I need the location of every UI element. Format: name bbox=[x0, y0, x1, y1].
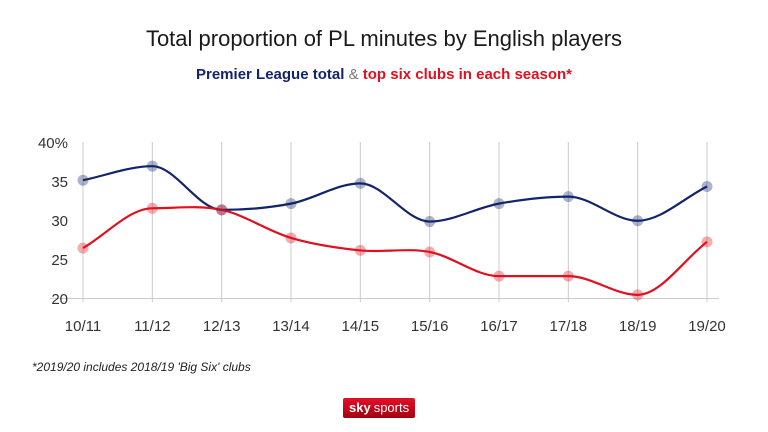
x-tick-label: 14/15 bbox=[342, 318, 380, 335]
data-point bbox=[632, 289, 644, 301]
x-tick-label: 16/17 bbox=[480, 318, 518, 335]
footnote: *2019/20 includes 2018/19 'Big Six' club… bbox=[32, 360, 251, 374]
y-tick-label: 35 bbox=[51, 174, 68, 191]
data-point bbox=[562, 270, 574, 282]
data-point bbox=[424, 246, 436, 258]
legend-premier-league: Premier League total bbox=[196, 66, 345, 83]
x-tick-label: 17/18 bbox=[550, 318, 588, 335]
data-point bbox=[493, 198, 505, 210]
y-tick-label: 40% bbox=[38, 135, 68, 152]
sky-sports-logo: sky sports bbox=[343, 398, 416, 418]
data-point bbox=[216, 204, 228, 216]
data-point bbox=[493, 270, 505, 282]
x-tick-label: 10/11 bbox=[65, 318, 101, 335]
data-point bbox=[354, 244, 366, 256]
data-point bbox=[216, 204, 228, 216]
data-point bbox=[77, 174, 89, 186]
data-point bbox=[701, 180, 713, 192]
data-point bbox=[354, 177, 366, 189]
data-point bbox=[146, 160, 158, 172]
x-tick-label: 12/13 bbox=[203, 318, 241, 335]
y-tick-label: 20 bbox=[51, 291, 68, 308]
x-tick-label: 18/19 bbox=[619, 318, 657, 335]
data-point bbox=[562, 191, 574, 203]
x-tick-label: 13/14 bbox=[272, 318, 310, 335]
y-tick-label: 30 bbox=[51, 213, 68, 230]
series-line bbox=[82, 165, 708, 223]
series-line bbox=[82, 206, 708, 296]
data-point bbox=[77, 242, 89, 254]
legend-separator: & bbox=[348, 66, 359, 83]
data-point bbox=[701, 236, 713, 248]
x-tick-label: 11/12 bbox=[134, 318, 170, 335]
data-point bbox=[146, 202, 158, 214]
data-point bbox=[285, 198, 297, 210]
legend-top-six: top six clubs in each season* bbox=[362, 66, 572, 83]
chart-title: Total proportion of PL minutes by Englis… bbox=[145, 26, 623, 51]
data-point bbox=[632, 215, 644, 227]
data-point bbox=[285, 232, 297, 244]
logo-sky: sky bbox=[349, 400, 371, 415]
chart-subtitle: Premier League total & top six clubs in … bbox=[0, 66, 768, 83]
data-point bbox=[424, 216, 436, 228]
y-tick-label: 25 bbox=[51, 252, 68, 269]
logo-sports: sports bbox=[373, 400, 410, 415]
x-tick-label: 19/20 bbox=[688, 318, 726, 335]
x-tick-label: 15/16 bbox=[411, 318, 449, 335]
